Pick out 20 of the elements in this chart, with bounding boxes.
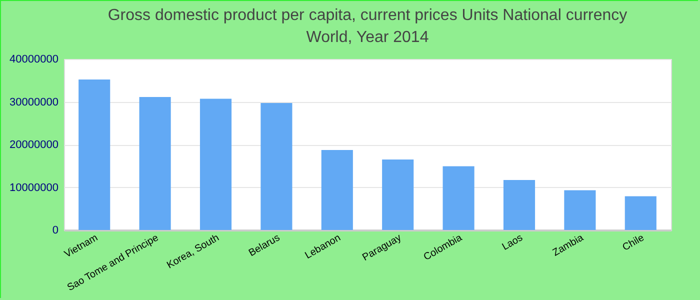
bar — [321, 150, 353, 230]
x-tick-label: Korea, South — [165, 232, 222, 272]
bar — [503, 180, 536, 230]
x-tick-label: Chile — [620, 232, 647, 254]
bar — [200, 98, 232, 230]
bar — [442, 166, 474, 230]
y-tick-label: 40000000 — [10, 54, 58, 66]
x-tick-label: Laos — [500, 232, 525, 253]
bar — [78, 80, 110, 230]
bar — [624, 196, 656, 230]
y-tick-label: 30000000 — [10, 96, 58, 108]
text: World, Year 2014 — [306, 29, 429, 46]
y-tick-label: 10000000 — [10, 182, 58, 194]
y-tick-label: 0 — [52, 224, 58, 236]
text: Gross domestic product per capita, current prices Units National currency — [108, 7, 628, 24]
bar — [382, 159, 414, 230]
bar — [139, 97, 171, 230]
bar — [260, 103, 292, 230]
bar — [564, 190, 596, 230]
y-tick-label: 20000000 — [10, 139, 58, 151]
